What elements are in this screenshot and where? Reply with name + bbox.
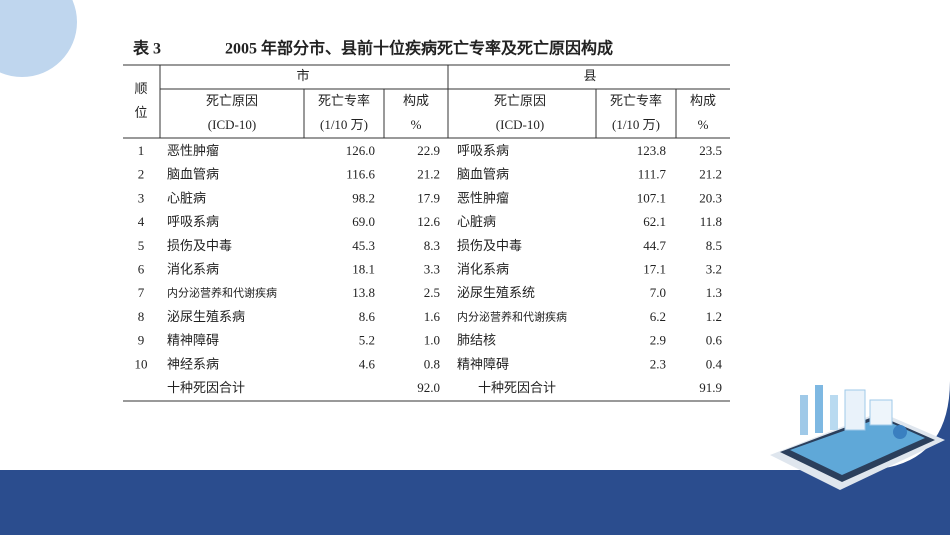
total-cell: 91.9 <box>699 380 722 395</box>
column-header: 构成 <box>403 93 429 108</box>
table-cell: 20.3 <box>699 190 722 205</box>
table-cell: 1 <box>138 143 145 158</box>
total-cell: 92.0 <box>417 380 440 395</box>
table-label: 表 3 <box>132 39 161 58</box>
table-cell: 3.3 <box>424 261 440 276</box>
table-cell: 62.1 <box>643 214 666 229</box>
white-panel <box>0 0 950 470</box>
table-cell: 7 <box>138 285 145 300</box>
table-cell: 内分泌营养和代谢疾病 <box>457 309 567 323</box>
table-cell: 内分泌营养和代谢疾病 <box>167 286 277 300</box>
table-cell: 22.9 <box>417 143 440 158</box>
table-cell: 呼吸系病 <box>167 214 219 229</box>
column-header: (1/10 万) <box>320 117 368 132</box>
column-header: 死亡专率 <box>318 93 370 108</box>
column-header: % <box>698 117 709 132</box>
table-cell: 98.2 <box>352 190 375 205</box>
table-cell: 精神障碍 <box>457 356 509 371</box>
table-cell: 泌尿生殖系病 <box>167 309 245 324</box>
table-cell: 111.7 <box>638 167 667 182</box>
table-cell: 23.5 <box>699 143 722 158</box>
table-cell: 69.0 <box>352 214 375 229</box>
table-cell: 44.7 <box>643 238 666 253</box>
table-cell: 0.8 <box>424 356 440 371</box>
table-cell: 8 <box>138 309 145 324</box>
total-cell: 十种死因合计 <box>478 380 556 395</box>
table-cell: 5 <box>138 238 145 253</box>
column-header: (1/10 万) <box>612 117 660 132</box>
table-cell: 神经系病 <box>167 356 219 371</box>
column-header: 死亡原因 <box>494 93 546 108</box>
table-cell: 21.2 <box>417 167 440 182</box>
table-cell: 脑血管病 <box>457 167 509 182</box>
corner-circle <box>0 0 77 77</box>
table-cell: 2.3 <box>650 356 666 371</box>
group-header: 市 <box>296 68 309 83</box>
table-cell: 3.2 <box>706 261 722 276</box>
table-cell: 3 <box>138 190 145 205</box>
table-cell: 肺结核 <box>457 333 496 348</box>
column-header: 死亡原因 <box>206 93 258 108</box>
table-cell: 2 <box>138 167 145 182</box>
tablet-illustration <box>770 385 945 490</box>
table-cell: 损伤及中毒 <box>167 238 232 253</box>
table-cell: 心脏病 <box>457 214 496 229</box>
table-cell: 17.9 <box>417 190 440 205</box>
table-title: 2005 年部分市、县前十位疾病死亡专率及死亡原因构成 <box>225 39 613 58</box>
table-cell: 126.0 <box>346 143 375 158</box>
group-header: 县 <box>583 68 596 83</box>
table-cell: 8.5 <box>706 238 722 253</box>
table-cell: 0.6 <box>706 333 723 348</box>
table-cell: 损伤及中毒 <box>457 238 522 253</box>
table-cell: 心脏病 <box>167 190 206 205</box>
table-cell: 21.2 <box>699 167 722 182</box>
table-cell: 107.1 <box>637 190 666 205</box>
column-header: 死亡专率 <box>610 93 662 108</box>
table-cell: 18.1 <box>352 261 375 276</box>
table-cell: 17.1 <box>643 261 666 276</box>
column-header: % <box>411 117 422 132</box>
table-cell: 2.5 <box>424 285 440 300</box>
table-cell: 恶性肿瘤 <box>167 143 219 158</box>
table-cell: 4 <box>138 214 145 229</box>
table-cell: 1.6 <box>424 309 441 324</box>
table-cell: 0.4 <box>706 356 723 371</box>
table-cell: 2.9 <box>650 333 666 348</box>
table-cell: 6 <box>138 261 145 276</box>
table-cell: 精神障碍 <box>167 333 219 348</box>
table-cell: 1.3 <box>706 285 722 300</box>
table-cell: 1.0 <box>424 333 440 348</box>
table-cell: 11.8 <box>700 214 722 229</box>
table-cell: 116.6 <box>346 167 375 182</box>
table-cell: 45.3 <box>352 238 375 253</box>
table-cell: 7.0 <box>650 285 666 300</box>
table-cell: 8.6 <box>359 309 376 324</box>
table-cell: 123.8 <box>637 143 666 158</box>
table-cell: 8.3 <box>424 238 440 253</box>
column-header: (ICD-10) <box>208 117 256 132</box>
table-cell: 1.2 <box>706 309 722 324</box>
table-cell: 泌尿生殖系统 <box>457 285 535 300</box>
total-cell: 十种死因合计 <box>167 380 245 395</box>
table-cell: 消化系病 <box>167 261 219 276</box>
table-cell: 13.8 <box>352 285 375 300</box>
table-cell: 脑血管病 <box>167 167 219 182</box>
table-cell: 6.2 <box>650 309 666 324</box>
table-cell: 9 <box>138 333 145 348</box>
table-cell: 恶性肿瘤 <box>457 190 509 205</box>
column-header: (ICD-10) <box>496 117 544 132</box>
table-cell: 10 <box>135 356 148 371</box>
table-cell: 呼吸系病 <box>457 143 509 158</box>
table-cell: 12.6 <box>417 214 440 229</box>
table-cell: 5.2 <box>359 333 375 348</box>
column-header: 构成 <box>690 93 716 108</box>
table-cell: 消化系病 <box>457 261 509 276</box>
rank-header: 位 <box>134 105 147 120</box>
table-cell: 4.6 <box>359 356 376 371</box>
rank-header: 顺 <box>134 81 147 96</box>
